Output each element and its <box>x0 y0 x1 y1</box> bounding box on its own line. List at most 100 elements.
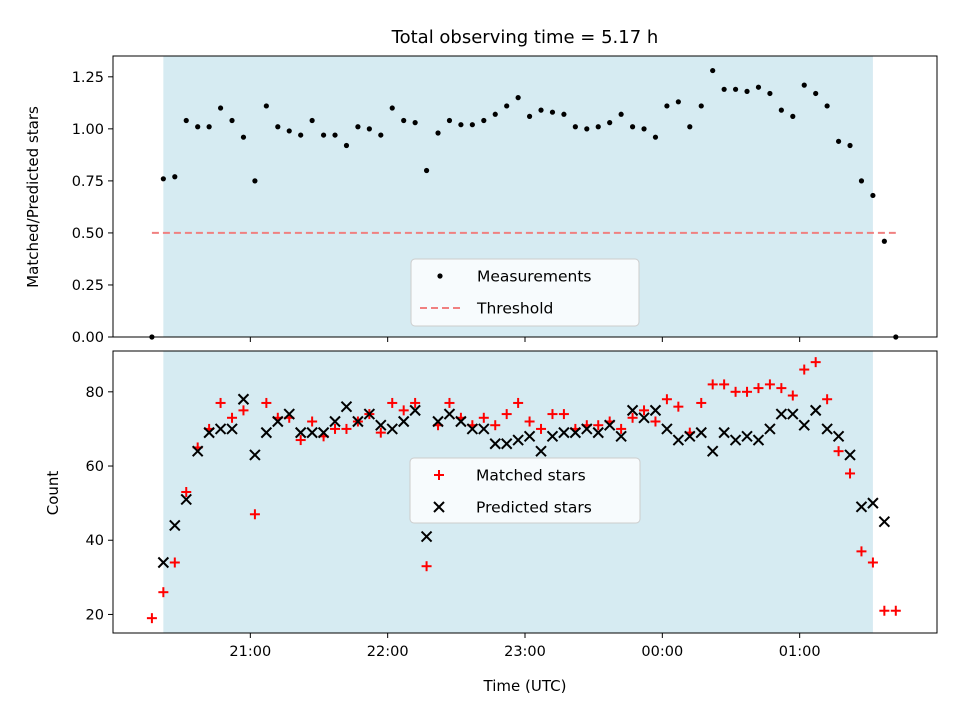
bottom-matched-point <box>810 357 821 368</box>
bottom-matched-point <box>593 420 604 431</box>
bottom-y-tick-label: 60 <box>86 459 104 475</box>
bottom-y-tick-label: 20 <box>86 607 104 623</box>
top-point <box>275 124 281 130</box>
top-point <box>355 124 361 130</box>
top-point <box>320 132 327 138</box>
bottom-matched-point <box>295 435 306 446</box>
bottom-predicted-point <box>718 426 730 439</box>
bottom-matched-point <box>478 412 489 423</box>
top-point <box>481 117 487 124</box>
top-point <box>870 192 876 199</box>
bottom-matched-point <box>146 613 157 624</box>
bottom-matched-point <box>696 397 707 408</box>
bottom-matched-point <box>867 557 878 568</box>
bottom-predicted-point <box>306 426 318 439</box>
bottom-predicted-point <box>741 430 753 443</box>
top-point <box>229 117 235 124</box>
top-point <box>790 113 796 119</box>
bottom-predicted-point <box>706 445 719 457</box>
bottom-matched-point <box>787 390 798 401</box>
top-point <box>629 124 636 130</box>
bottom-predicted-point <box>466 423 479 435</box>
top-y-tick-label: 0.00 <box>72 330 104 346</box>
top-point <box>504 103 510 109</box>
top-point <box>710 67 716 74</box>
bottom-predicted-point <box>878 515 891 528</box>
bottom-matched-point <box>261 397 272 408</box>
top-point <box>549 109 556 115</box>
top-point <box>595 124 601 130</box>
bottom-matched-point <box>833 446 844 457</box>
top-point <box>847 142 853 149</box>
bottom-matched-point <box>845 468 856 479</box>
top-point <box>526 113 533 119</box>
bottom-predicted-point <box>626 404 639 417</box>
bottom-matched-point <box>558 409 569 420</box>
top-point <box>813 90 819 97</box>
bottom-matched-point <box>421 561 432 572</box>
bottom-matched-point <box>650 416 661 427</box>
bottom-predicted-point <box>157 556 170 569</box>
bottom-predicted-point <box>432 415 444 428</box>
bottom-predicted-point <box>489 438 501 450</box>
top-legend-marker <box>437 273 443 279</box>
top-point <box>881 238 887 244</box>
bottom-predicted-point <box>283 408 295 420</box>
bottom-x-tick-label: 22:00 <box>367 644 409 660</box>
bottom-predicted-point <box>443 408 456 420</box>
bottom-x-tick-label: 23:00 <box>504 644 546 660</box>
top-point <box>515 95 521 101</box>
top-point <box>744 88 750 94</box>
bottom-y-axis-label: Count <box>44 471 62 516</box>
top-legend-label: Measurements <box>477 268 592 286</box>
top-point <box>446 117 453 124</box>
top-point <box>412 120 418 126</box>
bottom-predicted-point <box>661 423 673 435</box>
bottom-matched-point <box>375 427 386 438</box>
bottom-matched-point <box>181 487 192 497</box>
bottom-matched-point <box>490 420 501 431</box>
bottom-matched-point <box>753 383 764 394</box>
bottom-predicted-point <box>512 434 524 446</box>
bottom-matched-point <box>444 397 455 408</box>
bottom-predicted-point <box>329 415 341 428</box>
top-point <box>252 178 258 184</box>
top-point <box>618 111 624 117</box>
bottom-predicted-point <box>478 423 490 435</box>
bottom-predicted-point <box>169 519 181 532</box>
bottom-predicted-point <box>787 408 799 420</box>
bottom-matched-point <box>822 394 833 405</box>
bottom-predicted-point <box>798 419 810 431</box>
top-point <box>664 103 670 109</box>
bottom-predicted-point <box>867 497 879 509</box>
bottom-matched-point <box>249 509 260 520</box>
top-point <box>172 174 178 180</box>
bottom-legend-marker <box>433 501 445 513</box>
x-axis-label: Time (UTC) <box>483 677 567 695</box>
top-point <box>332 132 338 138</box>
bottom-matched-point <box>341 423 352 434</box>
bottom-matched-point <box>719 379 730 390</box>
top-point <box>492 111 498 117</box>
top-point <box>378 132 384 138</box>
top-point <box>389 105 395 111</box>
top-point <box>641 126 647 132</box>
top-y-tick-label: 0.75 <box>72 174 104 190</box>
bottom-matched-point <box>661 394 672 405</box>
bottom-predicted-point <box>581 423 593 435</box>
bottom-predicted-point <box>615 430 627 443</box>
bottom-matched-point <box>890 605 901 616</box>
bottom-matched-point <box>742 386 753 397</box>
bottom-predicted-point <box>695 426 707 439</box>
top-point <box>561 111 567 117</box>
top-y-axis-label: Matched/Predicted stars <box>24 106 42 288</box>
top-point <box>469 122 475 128</box>
bottom-predicted-point <box>684 430 696 443</box>
chart-title: Total observing time = 5.17 h <box>391 27 659 48</box>
top-point <box>732 86 739 92</box>
top-legend-label: Threshold <box>476 300 553 318</box>
bottom-matched-point <box>673 401 684 412</box>
bottom-predicted-point <box>764 423 776 435</box>
top-point <box>824 103 830 109</box>
